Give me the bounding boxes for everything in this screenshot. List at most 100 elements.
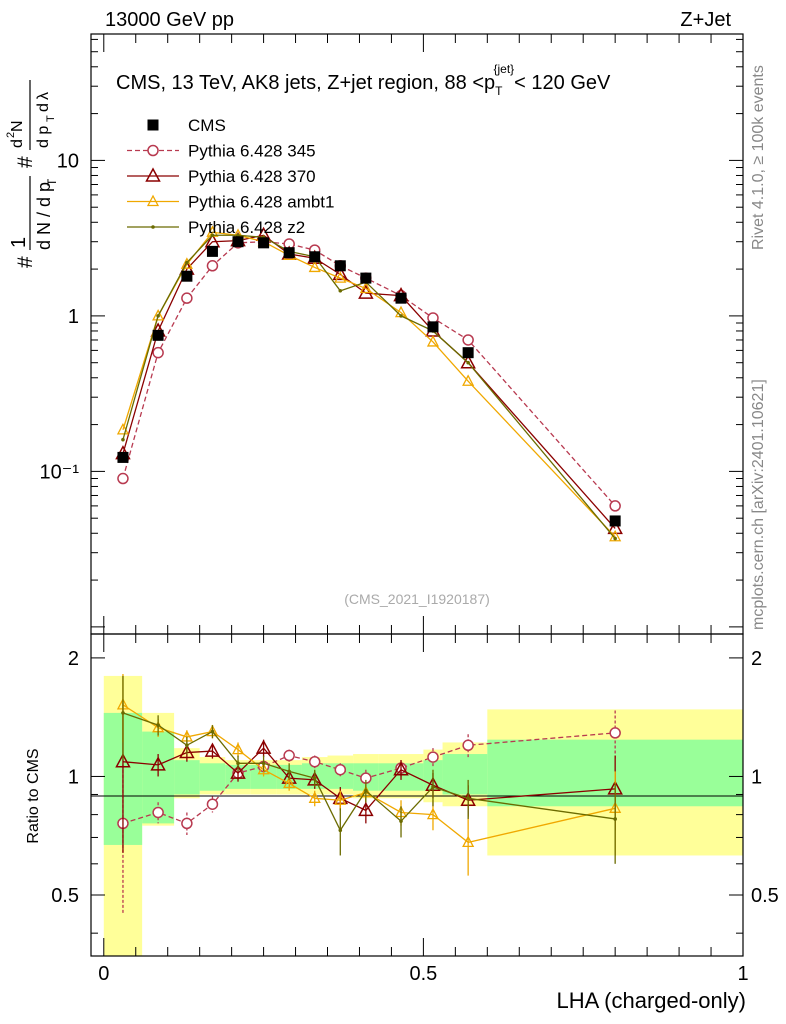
axes-frames bbox=[90, 33, 744, 957]
data-point-ambt1 bbox=[334, 793, 347, 805]
rivet-version-label: Rivet 4.1.0, ≥ 100k events bbox=[750, 65, 767, 250]
data-point-p345 bbox=[462, 334, 474, 346]
data-point-ambt1 bbox=[180, 257, 193, 269]
data-point-p345 bbox=[609, 500, 621, 512]
data-point-data bbox=[462, 347, 474, 359]
y-tick-label: 1 bbox=[68, 766, 79, 788]
y-tick-label: 0.5 bbox=[51, 885, 79, 907]
svg-text:d: d bbox=[35, 103, 52, 112]
data-point-z2 bbox=[185, 260, 189, 265]
band-inner-bin bbox=[250, 764, 277, 789]
data-point-z2 bbox=[210, 729, 215, 734]
data-point-p370 bbox=[607, 519, 623, 535]
svg-text:λ: λ bbox=[35, 92, 52, 100]
y-tick-label-right: 0.5 bbox=[751, 885, 779, 907]
data-point-ambt1 bbox=[462, 835, 475, 848]
band-inner-bin bbox=[199, 763, 226, 791]
series-line-ambt1 bbox=[122, 704, 616, 844]
y-axis-label-main: # 1 d N / d p T # d 2 N d p T d λ bbox=[5, 80, 59, 268]
series-line-z2 bbox=[122, 712, 616, 832]
data-point-data bbox=[206, 245, 218, 257]
x-axis-label: LHA (charged-only) bbox=[556, 988, 746, 1013]
data-point-z2 bbox=[399, 819, 403, 823]
data-point-z2 bbox=[236, 761, 240, 766]
svg-text:1: 1 bbox=[8, 237, 30, 248]
series-data bbox=[117, 236, 621, 527]
data-point-data bbox=[609, 515, 621, 527]
legend-label: CMS bbox=[188, 116, 226, 135]
ratio-uncertainty-bands bbox=[103, 675, 743, 956]
series-line-p345 bbox=[122, 241, 616, 507]
data-point-z2 bbox=[338, 828, 343, 833]
data-point-z2 bbox=[287, 769, 291, 774]
data-point-p370 bbox=[332, 265, 349, 281]
data-point-z2 bbox=[312, 776, 317, 780]
axis-ticks bbox=[91, 34, 744, 956]
header-right: Z+Jet bbox=[680, 9, 731, 31]
band-inner-bin bbox=[174, 760, 200, 795]
svg-text:d p: d p bbox=[35, 126, 52, 148]
data-point-z2 bbox=[210, 233, 215, 238]
data-point-z2 bbox=[156, 314, 160, 318]
data-point-p370 bbox=[460, 354, 476, 369]
data-point-z2 bbox=[261, 761, 266, 766]
legend-label: Pythia 6.428 ambt1 bbox=[188, 193, 334, 212]
data-point-p345 bbox=[206, 260, 219, 272]
data-point-ambt1 bbox=[462, 374, 475, 386]
data-point-ambt1 bbox=[426, 335, 440, 347]
data-point-p345 bbox=[117, 472, 129, 485]
series-z2 bbox=[121, 675, 617, 864]
data-point-data bbox=[181, 270, 193, 282]
svg-text:2: 2 bbox=[5, 132, 17, 138]
data-point-p345 bbox=[181, 292, 193, 304]
data-point-z2 bbox=[236, 233, 240, 238]
legend-item-p345: Pythia 6.428 345 bbox=[127, 142, 316, 161]
data-point-ambt1 bbox=[334, 271, 347, 283]
data-point-z2 bbox=[399, 314, 403, 318]
x-tick-label: 0.5 bbox=[409, 963, 437, 985]
data-point-z2 bbox=[121, 711, 125, 715]
legend-label: Pythia 6.428 z2 bbox=[188, 218, 305, 237]
data-point-ambt1 bbox=[308, 260, 321, 273]
ratio-plot-frame bbox=[90, 633, 744, 957]
svg-text:T: T bbox=[45, 115, 57, 122]
svg-text:d: d bbox=[9, 139, 26, 148]
svg-text:#: # bbox=[14, 256, 37, 268]
data-point-z2 bbox=[431, 785, 435, 789]
data-point-data bbox=[395, 292, 407, 304]
data-point-z2 bbox=[613, 817, 617, 821]
data-point-z2 bbox=[613, 536, 617, 541]
data-point-data bbox=[117, 451, 129, 463]
data-point-z2 bbox=[185, 743, 189, 748]
data-point-p370 bbox=[204, 742, 221, 757]
data-point-z2 bbox=[466, 360, 470, 365]
data-point-p345 bbox=[427, 751, 439, 763]
y-tick-label: 10⁻¹ bbox=[40, 461, 80, 483]
legend-marker bbox=[146, 194, 160, 207]
y-tick-label: 10 bbox=[57, 150, 79, 172]
data-point-p345 bbox=[206, 798, 219, 810]
data-point-p370 bbox=[115, 753, 131, 768]
legend-item-data: CMS bbox=[147, 116, 226, 135]
data-point-data bbox=[152, 329, 164, 341]
data-point-z2 bbox=[338, 289, 343, 293]
svg-text:T: T bbox=[45, 178, 59, 186]
legend-item-z2: Pythia 6.428 z2 bbox=[127, 218, 305, 237]
data-point-data bbox=[258, 237, 270, 249]
mcplots-reference-label: mcplots.cern.ch [arXiv:2401.10621] bbox=[750, 379, 767, 630]
plot-title: CMS, 13 TeV, AK8 jets, Z+jet region, 88 … bbox=[116, 62, 611, 98]
data-point-p370 bbox=[179, 743, 195, 759]
legend-label: Pythia 6.428 370 bbox=[188, 167, 316, 186]
x-tick-label: 0 bbox=[98, 963, 109, 985]
watermark-analysis-id: (CMS_2021_I1920187) bbox=[344, 591, 490, 607]
y-axis-label-ratio: Ratio to CMS bbox=[25, 748, 42, 843]
data-point-p370 bbox=[358, 801, 374, 817]
legend-marker bbox=[147, 144, 159, 157]
legend-label: Pythia 6.428 345 bbox=[188, 142, 316, 161]
legend-item-p370: Pythia 6.428 370 bbox=[127, 167, 316, 186]
data-point-ambt1 bbox=[152, 309, 165, 321]
data-point-ambt1 bbox=[426, 807, 440, 820]
data-point-p370 bbox=[255, 739, 272, 754]
data-point-p345 bbox=[462, 739, 474, 752]
axis-tick-labels: 10⁻¹ 1 10 0.5 0.5 1 1 2 2 0 0.5 1 bbox=[40, 150, 779, 985]
